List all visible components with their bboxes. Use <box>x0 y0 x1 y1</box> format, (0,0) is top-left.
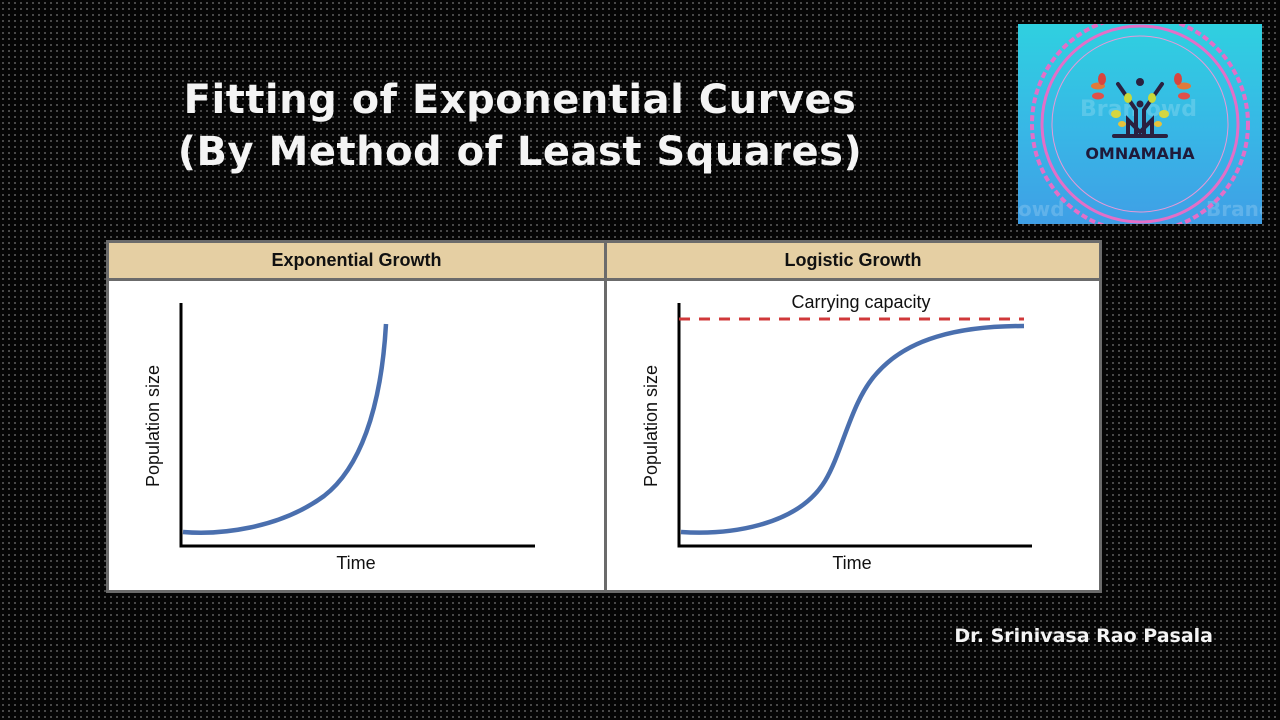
inner-ring-icon <box>1051 35 1229 213</box>
logistic-curve <box>680 323 1025 535</box>
logo-brand-text: OMNAMAHA <box>1085 144 1195 163</box>
y-axis-label: Population size <box>641 365 661 487</box>
x-axis-label: Time <box>336 553 375 573</box>
author-name: Dr. Srinivasa Rao Pasala <box>954 625 1213 647</box>
logistic-growth-plot: Carrying capacity Population size Time <box>607 281 1099 590</box>
carrying-capacity-label: Carrying capacity <box>791 292 930 312</box>
logo-graphic: Bran owd owd Brand <box>1018 24 1262 224</box>
exponential-growth-plot: Population size Time <box>109 281 604 590</box>
leaves-icon <box>1091 73 1191 127</box>
panel-heading-exponential: Exponential Growth <box>271 250 442 270</box>
slide-title-line2: (By Method of Least Squares) <box>177 129 863 175</box>
slide-title-line1: Fitting of Exponential Curves <box>183 77 857 123</box>
omnamaha-logo: Bran owd owd Brand <box>1018 24 1262 224</box>
panel-divider <box>604 243 607 590</box>
middle-ring-icon <box>1040 24 1240 224</box>
y-axis-label: Population size <box>143 365 163 487</box>
growth-comparison-figure: Exponential Growth Logistic Growth Popul… <box>106 240 1102 593</box>
svg-text:owd: owd <box>1018 197 1065 221</box>
svg-text:Bran owd: Bran owd <box>1080 97 1197 122</box>
outer-scalloped-ring-icon <box>1030 24 1250 224</box>
tree-person-icon <box>1112 82 1168 138</box>
x-axis-label: Time <box>832 553 871 573</box>
panel-heading-logistic: Logistic Growth <box>784 250 922 270</box>
exponential-curve <box>182 323 389 535</box>
slide-title: Fitting of Exponential Curves (By Method… <box>150 74 890 178</box>
